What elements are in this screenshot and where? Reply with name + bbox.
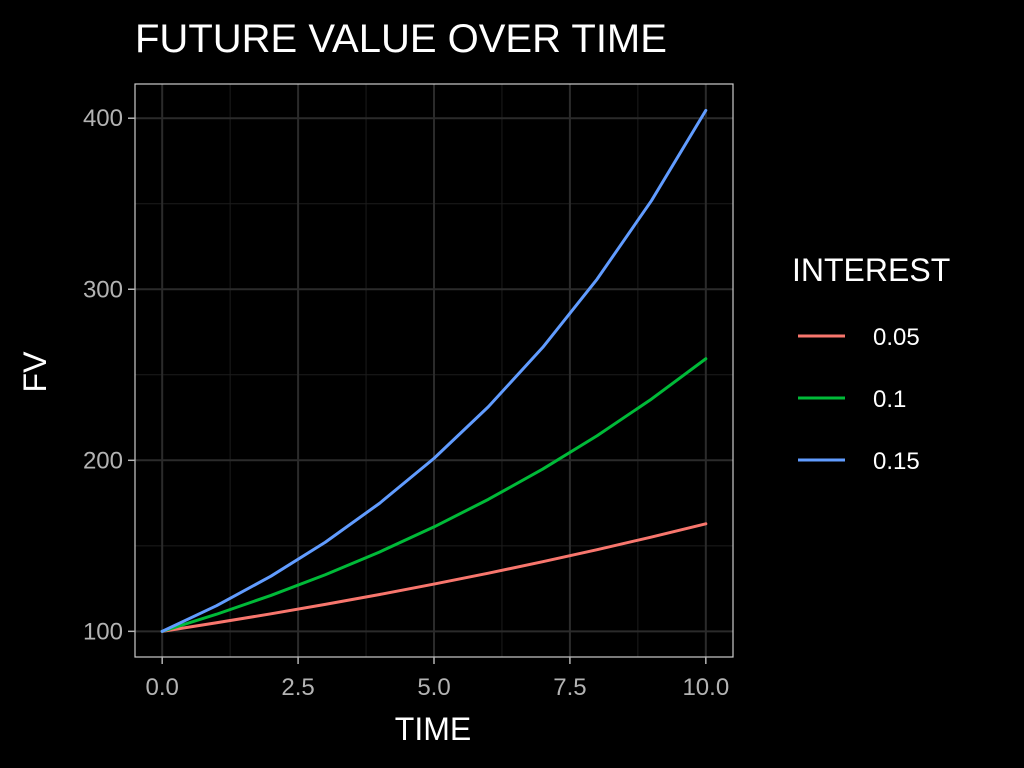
y-tick-label: 400	[83, 105, 123, 132]
legend-label-0.15: 0.15	[873, 448, 920, 475]
x-tick-label: 5.0	[417, 674, 450, 701]
legend-label-0.1: 0.1	[873, 386, 906, 413]
y-tick-label: 100	[83, 618, 123, 645]
x-tick-label: 0.0	[145, 674, 178, 701]
axes: 0.0 2.5 5.0 7.5 10.0 100 200 300 400	[83, 105, 729, 701]
y-axis-title: FV	[17, 351, 53, 393]
grid	[135, 84, 733, 657]
legend-title: INTEREST	[792, 252, 950, 288]
series-line-0.15	[160, 108, 708, 633]
legend-items: 0.05 0.1 0.15	[798, 324, 920, 475]
series-lines	[160, 108, 708, 633]
chart-title: FUTURE VALUE OVER TIME	[135, 17, 667, 61]
series-line-0.05	[160, 522, 708, 633]
legend-label-0.05: 0.05	[873, 324, 920, 351]
x-tick-label: 7.5	[553, 674, 586, 701]
series-line-0.1	[160, 357, 708, 633]
y-tick-label: 300	[83, 276, 123, 303]
x-axis-title: TIME	[395, 711, 471, 747]
legend: INTEREST 0.05 0.1 0.15	[792, 252, 950, 475]
x-tick-label: 2.5	[281, 674, 314, 701]
y-tick-label: 200	[83, 447, 123, 474]
x-tick-label: 10.0	[682, 674, 729, 701]
